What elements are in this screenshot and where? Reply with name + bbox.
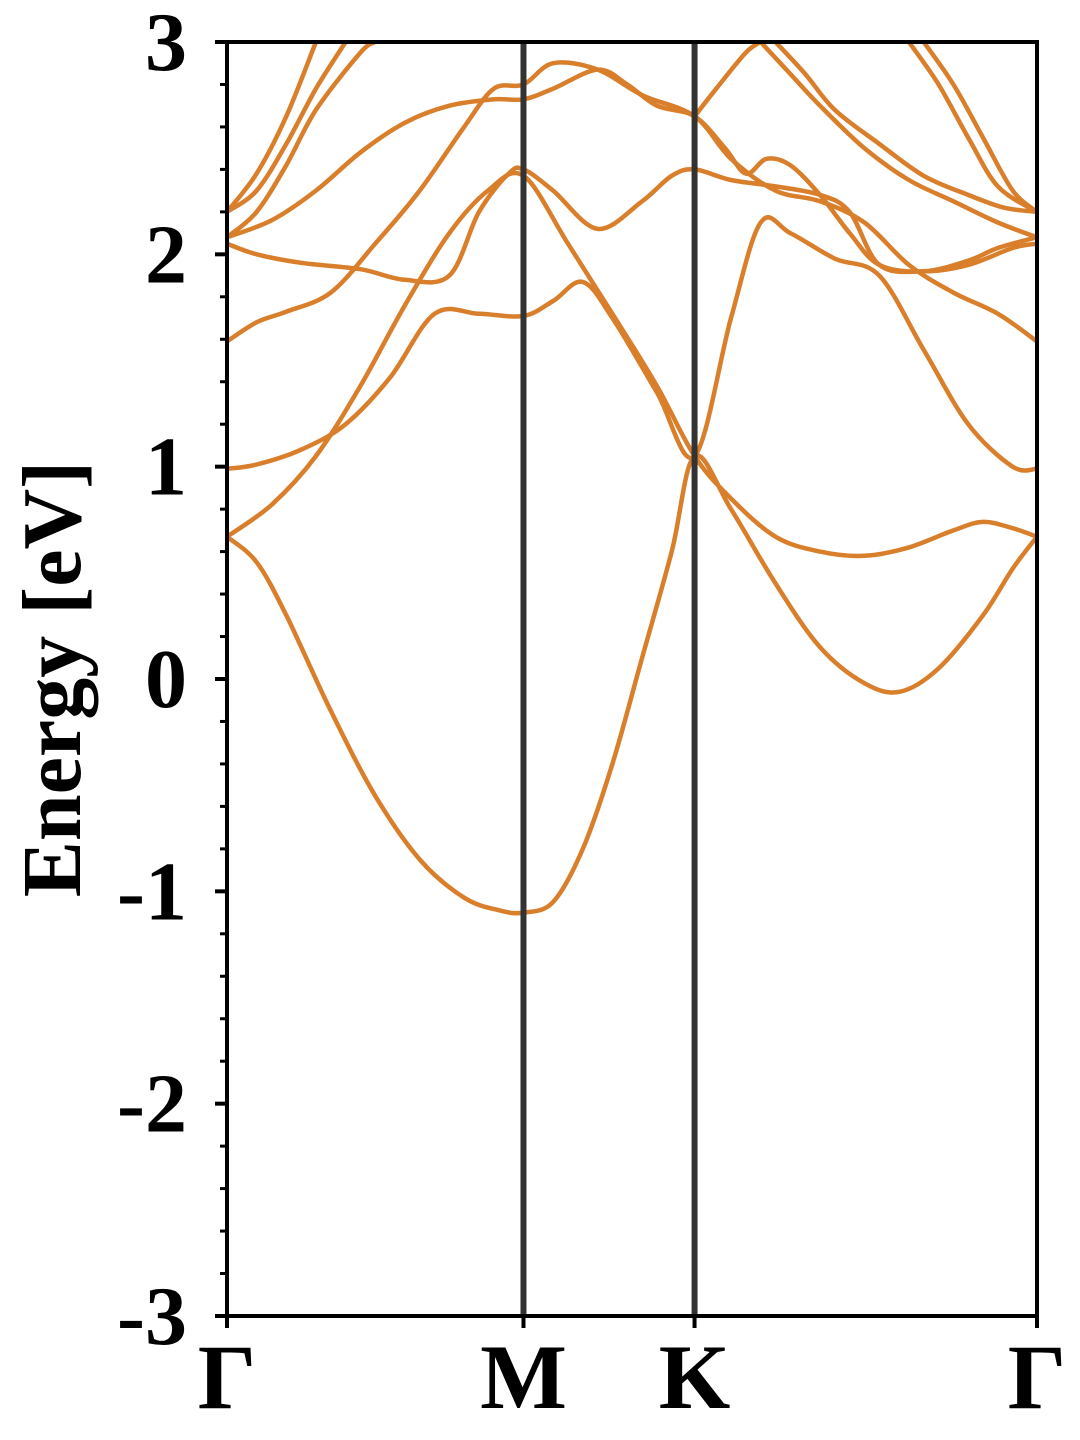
kpoint-lines-layer — [520, 42, 698, 1316]
band-line-6 — [227, 67, 1037, 274]
band-line-3 — [227, 215, 1037, 473]
y-axis-label: Energy [eV] — [6, 461, 99, 897]
band-line-9 — [227, 42, 319, 215]
y-tick-label: -1 — [117, 845, 187, 938]
x-tick-label-M: M — [480, 1326, 567, 1428]
band-line-1 — [227, 453, 1037, 916]
band-line-14 — [906, 42, 1037, 215]
band-line-10 — [692, 42, 763, 119]
y-axis: -3 -2 -1 0 1 2 3 — [117, 0, 227, 1363]
band-line-13 — [921, 42, 1037, 215]
band-line-12 — [773, 42, 1037, 215]
x-tick-label-K: K — [659, 1326, 731, 1428]
band-line-2 — [227, 170, 1037, 559]
band-line-8 — [227, 42, 348, 215]
y-tick-label: -3 — [117, 1270, 187, 1363]
band-line-7 — [227, 42, 378, 240]
plot-frame — [225, 40, 1039, 1318]
band-line-11 — [758, 42, 1037, 240]
y-tick-label: 2 — [145, 208, 187, 301]
y-tick-label: 3 — [145, 0, 187, 89]
band-line-4 — [227, 60, 1037, 344]
bands-layer — [227, 42, 1037, 916]
x-tick-label-Γ: Γ — [198, 1326, 257, 1428]
y-tick-label: 1 — [145, 421, 187, 514]
x-tick-label-Γ: Γ — [1008, 1326, 1067, 1428]
y-tick-label: 0 — [145, 633, 187, 726]
y-tick-label: -2 — [117, 1058, 187, 1151]
